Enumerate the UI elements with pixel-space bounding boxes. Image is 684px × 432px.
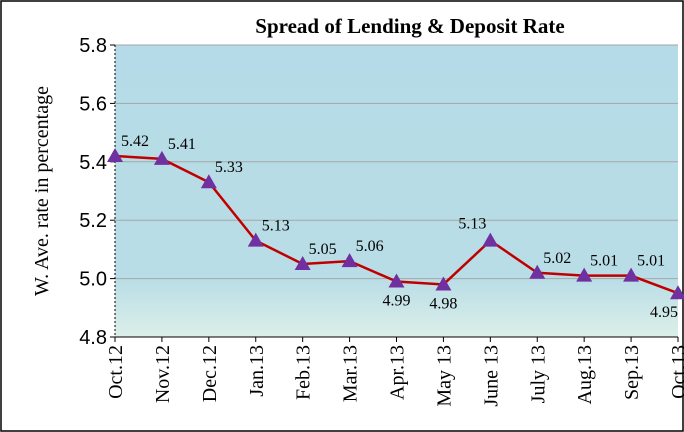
data-label: 5.13 <box>458 216 486 233</box>
x-tick-label: Nov.12 <box>152 345 174 403</box>
y-tick-label: 5.0 <box>79 269 107 291</box>
data-label: 4.99 <box>383 293 411 310</box>
chart-title: Spread of Lending & Deposit Rate <box>255 14 564 38</box>
plot-area <box>115 45 678 337</box>
x-tick-label: June 13 <box>480 345 502 407</box>
data-label: 5.33 <box>215 159 243 176</box>
marker <box>247 232 264 247</box>
x-tick-label: May 13 <box>433 345 455 407</box>
x-tick-label: Jan.13 <box>246 345 268 397</box>
data-label: 5.05 <box>309 241 337 258</box>
data-label: 4.95 <box>650 304 678 321</box>
x-tick-label: Mar.13 <box>340 345 362 402</box>
marker <box>153 150 170 165</box>
marker <box>200 174 217 189</box>
x-tick-label: Dec.12 <box>199 345 221 402</box>
data-label: 5.41 <box>168 136 196 153</box>
marker <box>529 264 546 279</box>
marker <box>341 253 358 268</box>
y-tick-label: 5.4 <box>79 152 107 174</box>
data-label: 4.98 <box>429 295 457 312</box>
marker <box>294 256 311 270</box>
x-tick-label: Sep.13 <box>621 345 643 400</box>
y-tick-label: 5.2 <box>79 210 107 232</box>
x-tick-label: Aug.13 <box>574 345 596 404</box>
data-label: 5.01 <box>637 253 665 270</box>
x-tick-label: Oct.12 <box>105 345 127 399</box>
y-tick-label: 4.8 <box>79 327 107 349</box>
marker <box>623 267 640 282</box>
x-tick-label: Oct.13 <box>668 345 684 399</box>
data-label: 5.02 <box>543 250 571 267</box>
marker <box>576 267 593 282</box>
y-tick-label: 5.8 <box>79 35 107 57</box>
marker <box>670 285 684 300</box>
x-tick-label: July 13 <box>527 345 549 403</box>
marker <box>482 232 499 247</box>
y-axis-label: W. Ave. rate in percentage <box>31 86 53 296</box>
marker <box>435 276 452 291</box>
marker <box>107 147 123 162</box>
x-tick-label: Apr.13 <box>387 345 409 400</box>
data-label: 5.06 <box>356 238 384 255</box>
marker <box>388 273 405 288</box>
data-label: 5.42 <box>121 133 149 150</box>
data-label: 5.13 <box>262 218 290 235</box>
data-label: 5.01 <box>590 253 618 270</box>
x-tick-label: Feb.13 <box>293 345 315 400</box>
y-tick-label: 5.6 <box>79 93 107 115</box>
